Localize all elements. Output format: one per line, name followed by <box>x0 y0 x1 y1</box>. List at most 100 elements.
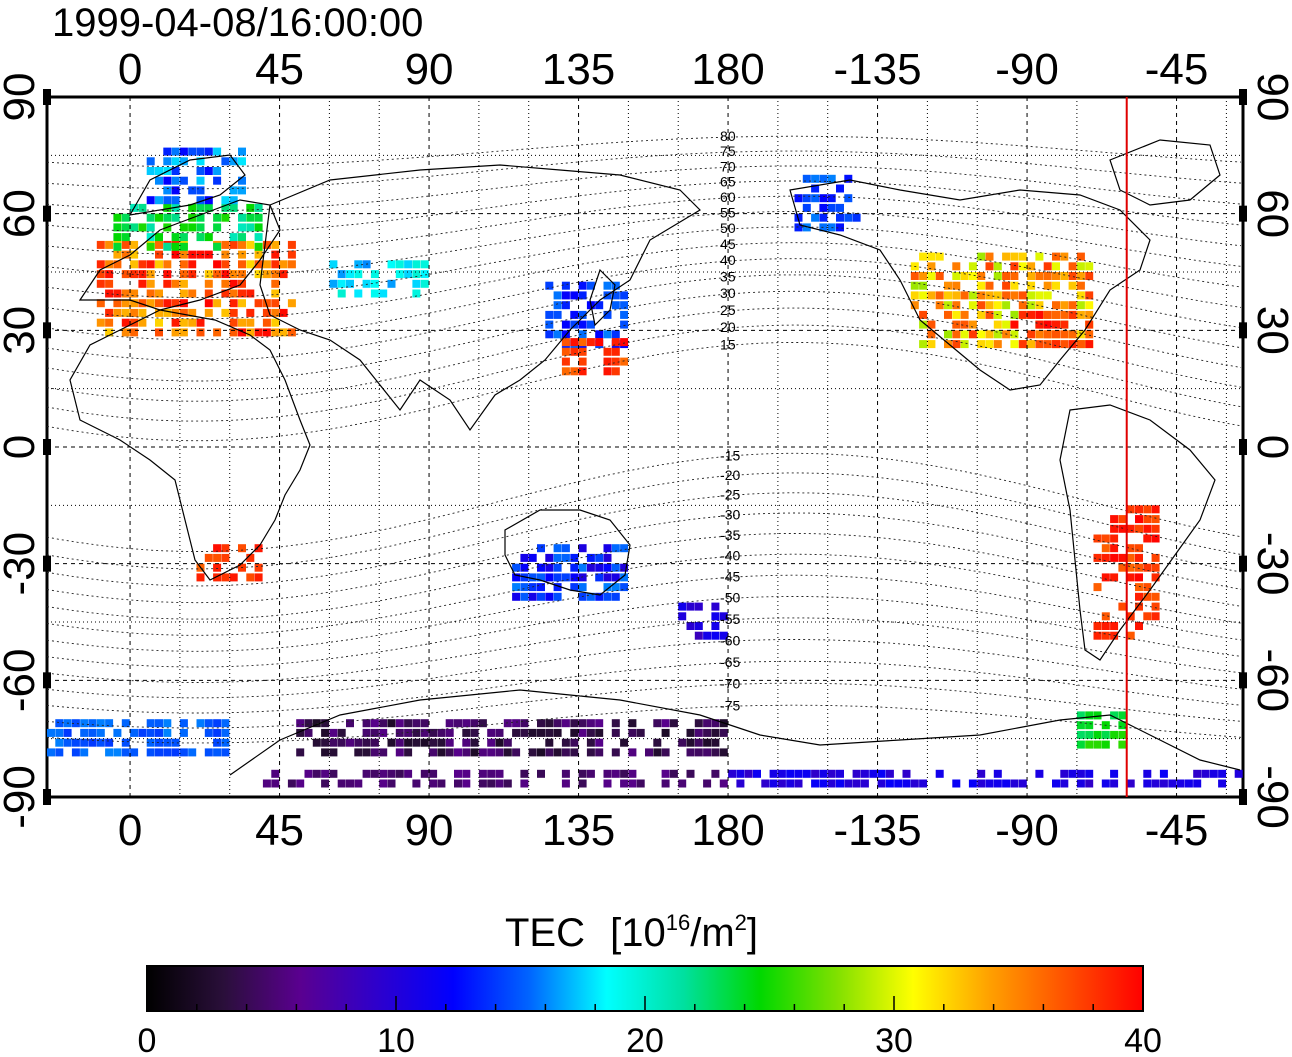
tec-cell <box>570 573 579 582</box>
tec-cell <box>121 270 130 279</box>
tec-cell <box>238 328 246 337</box>
tec-cell <box>146 289 155 298</box>
tec-cell <box>96 279 105 288</box>
tec-cell <box>196 233 205 242</box>
tec-cell <box>794 223 803 232</box>
left-latitude-label: -90 <box>0 765 44 829</box>
tec-cell <box>1110 622 1119 630</box>
tec-cell <box>1002 272 1011 280</box>
tec-cell <box>528 573 537 582</box>
tec-cell <box>171 242 180 251</box>
tec-cell <box>321 728 330 737</box>
tec-cell <box>1035 272 1044 280</box>
tec-cell <box>811 174 820 183</box>
tec-cell <box>1043 291 1052 300</box>
tec-cell <box>229 279 238 288</box>
tec-cell <box>370 728 379 737</box>
tec-cell <box>711 612 720 621</box>
tec-cell <box>412 779 421 788</box>
tec-cell <box>121 318 130 327</box>
tec-cell <box>420 260 429 269</box>
tec-cell <box>246 318 255 327</box>
tec-cell <box>96 719 105 728</box>
geomagnetic-contour <box>46 472 1242 570</box>
tec-cell <box>1060 320 1069 329</box>
colorbar-tick-label: 10 <box>377 1022 415 1057</box>
tec-cell <box>487 779 496 788</box>
tec-cell <box>296 728 305 737</box>
tec-cell <box>977 340 986 349</box>
tec-cell <box>952 310 961 319</box>
tec-cell <box>694 738 703 747</box>
tec-cell <box>927 272 936 280</box>
tec-cell <box>977 769 986 778</box>
tec-cell <box>146 748 155 757</box>
tec-cell <box>478 779 487 788</box>
tec-cell <box>229 299 238 308</box>
tec-cell <box>570 583 579 592</box>
tec-cell <box>603 769 612 778</box>
tec-cell <box>1027 291 1036 300</box>
tec-cell <box>537 719 545 728</box>
tec-cell <box>246 213 255 222</box>
tec-cell <box>204 719 213 728</box>
colorbar-tick-label: 30 <box>875 1022 913 1057</box>
tec-cell <box>993 340 1002 349</box>
tec-cell <box>179 242 188 251</box>
tec-cell <box>495 738 504 747</box>
tec-cell <box>337 270 346 279</box>
tec-cell <box>1002 291 1011 300</box>
tec-cell <box>387 260 396 269</box>
tec-cell <box>146 299 155 308</box>
tec-cell <box>827 779 836 788</box>
tec-cell <box>204 167 213 175</box>
tec-cell <box>312 719 321 728</box>
tec-cell <box>229 196 238 205</box>
tec-cell <box>387 279 396 288</box>
tec-cell <box>537 592 545 601</box>
tec-cell <box>512 748 521 757</box>
tec-cell <box>802 174 811 183</box>
tec-cell <box>570 563 579 572</box>
tec-cell <box>603 573 612 582</box>
tec-cell <box>620 563 629 572</box>
tec-cell <box>179 157 188 166</box>
tec-cell <box>561 573 570 582</box>
tec-cell <box>1010 252 1019 261</box>
tec-cell <box>113 260 122 269</box>
colorbar: TEC [1016/m2] 0 10 20 30 40 <box>138 910 1162 1057</box>
tec-cell <box>786 779 795 788</box>
tec-cell <box>1101 631 1110 640</box>
tec-cell <box>1126 563 1135 572</box>
tec-cell <box>1018 340 1027 349</box>
tec-cell <box>254 223 263 232</box>
tec-cell <box>827 194 836 203</box>
tec-cell <box>952 320 961 329</box>
tec-cell <box>1159 779 1168 788</box>
right-latitude-label: 0 <box>1248 435 1292 459</box>
tec-cell <box>420 279 429 288</box>
tec-cell <box>246 223 255 232</box>
tec-cell <box>487 728 496 737</box>
left-latitude-label: 60 <box>0 189 44 238</box>
tec-cell <box>960 340 969 349</box>
tec-cell <box>221 289 230 298</box>
tec-cell <box>553 301 562 310</box>
tec-cell <box>844 213 853 222</box>
contour-label: -75 <box>720 697 740 713</box>
contour-label: 30 <box>720 285 736 301</box>
tec-cell <box>1118 602 1127 611</box>
tec-cell <box>188 260 197 269</box>
tec-cell <box>1018 291 1027 300</box>
tec-cell <box>952 301 961 310</box>
tec-cell <box>130 270 139 279</box>
tec-cell <box>321 769 330 778</box>
tec-cell <box>146 728 155 737</box>
tec-cell <box>229 157 238 166</box>
tec-cell <box>703 738 712 747</box>
left-latitude-label: 90 <box>0 73 44 122</box>
top-longitude-label: -135 <box>834 45 922 94</box>
tec-cell <box>105 279 114 288</box>
tec-cell <box>121 328 130 337</box>
tec-cell <box>1085 340 1094 349</box>
